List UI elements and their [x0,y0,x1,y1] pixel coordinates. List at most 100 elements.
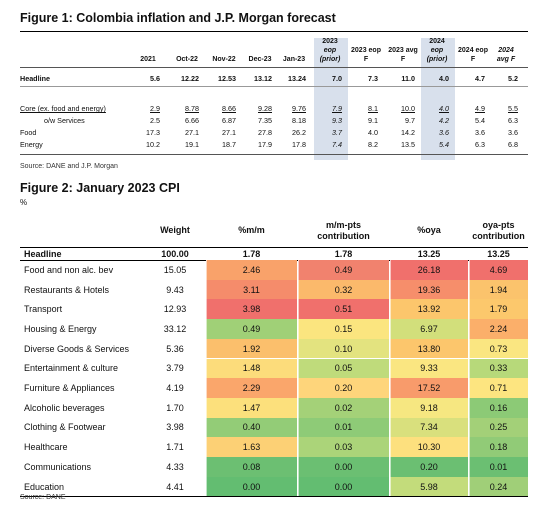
heatmap-cell: 0.03 [298,437,389,457]
table-row: Healthcare 1.71 1.63 0.03 10.30 0.18 [20,437,528,457]
table-cell: 6.87 [222,116,236,125]
table-cell: 7.35 [258,116,272,125]
column-header-line: 2023 [322,38,338,45]
table-cell: 5.6 [150,74,160,83]
table-row: Entertainment & culture 3.79 1.48 0.05 9.33 0… [20,358,528,379]
table-cell: 7.3 [368,74,378,83]
heatmap-cell: 1.63 [206,437,297,457]
column-header-line: contribution [472,231,525,241]
heatmap-cell: 10.30 [390,437,468,457]
table-cell: 8.1 [368,104,378,113]
table-row: Communications 4.33 0.08 0.00 0.20 0.01 [20,457,528,477]
heatmap-cell: 1.78 [298,248,389,260]
column-header-line: 2023 eop [351,47,381,54]
table-cell: 8.18 [292,116,306,125]
column-header: 2023 avg F [385,46,421,64]
heatmap-cell: 13.92 [390,299,468,320]
column-header: 2023 eop (prior) [312,37,348,64]
heatmap-cell: 0.00 [206,476,297,497]
weight-cell: 3.79 [166,363,184,374]
bottom-rule [20,496,528,498]
heatmap-cell: 3.11 [206,279,297,300]
table-cell: 13.12 [254,74,272,83]
table-cell: 12.53 [218,74,236,83]
table-cell: 13.5 [401,140,415,149]
row-label: Restaurants & Hotels [24,284,110,295]
column-header: oya-pts contribution [469,220,528,242]
heatmap-cell: 13.25 [469,248,528,260]
table-cell: 7.0 [332,74,342,83]
column-separator [390,248,391,497]
table-cell: 4.2 [439,116,449,125]
column-header-line: Weight [160,225,190,235]
heatmap-cell: 9.33 [390,358,468,379]
header-rule [20,67,528,68]
column-header-line: m/m-pts [325,220,361,230]
row-label: Food [20,128,37,137]
column-header-line: eop [323,47,337,54]
headline-rule [20,86,528,87]
weight-cell: 1.70 [166,402,184,413]
row-label: Furniture & Appliances [24,383,115,394]
heatmap-cell: 13.80 [390,338,468,359]
table-row: Food and non alc. bev 15.05 2.46 0.49 26.18 4… [20,260,528,280]
table-cell: 4.0 [368,128,378,137]
column-header: Dec-23 [242,55,278,64]
weight-cell: 1.71 [166,442,184,453]
table-cell: 17.3 [146,128,160,137]
table-row: Education 4.41 0.00 0.00 5.98 0.24 [20,476,528,497]
column-header-line: (prior) [319,56,341,63]
heatmap-cell: 2.29 [206,378,297,398]
column-header-line: Oct-22 [176,56,198,63]
heatmap-cell: 0.49 [298,260,389,280]
row-label: Energy [20,140,43,149]
table-row: Housing & Energy 33.12 0.49 0.15 6.97 2.24 [20,319,528,339]
column-header-line: F [363,56,369,63]
heatmap-cell: 0.08 [206,457,297,477]
column-header: %m/m [206,225,297,236]
weight-cell: 4.33 [166,461,184,472]
heatmap-cell: 0.33 [469,358,528,379]
table-cell: 4.7 [475,74,485,83]
heatmap-cell: 2.24 [469,319,528,339]
table-row: Clothing & Footwear 3.98 0.40 0.01 7.34 0.25 [20,417,528,438]
heatmap-cell: 1.79 [469,299,528,320]
table-cell: 18.7 [222,140,236,149]
table-cell: 5.4 [439,140,449,149]
column-header: Oct-22 [169,55,205,64]
column-header-line: 2024 [498,47,514,54]
table-cell: 17.8 [292,140,306,149]
weight-cell: 3.98 [166,422,184,433]
column-header-line: F [470,56,476,63]
row-label: Diverse Goods & Services [24,343,130,354]
row-label: Clothing & Footwear [24,422,106,433]
heatmap-cell: 0.16 [469,397,528,418]
heatmap-cell: 0.49 [206,319,297,339]
table-cell: 6.3 [475,140,485,149]
column-header-line: (prior) [426,56,448,63]
column-header: 2024 eop F [455,46,491,64]
column-header: Nov-22 [206,55,242,64]
figure-1-title: Figure 1: Colombia inflation and J.P. Mo… [20,11,336,25]
heatmap-cell: 0.01 [298,417,389,438]
column-separator [298,248,299,497]
heatmap-cell: 0.25 [469,417,528,438]
heatmap-cell: 0.10 [298,338,389,359]
row-label: Core (ex. food and energy) [20,104,106,113]
column-header: 2024 eop (prior) [419,37,455,64]
heatmap-cell: 13.25 [390,248,468,260]
table-cell: 11.0 [401,74,415,83]
bottom-rule [20,154,528,155]
table-cell: 19.1 [185,140,199,149]
table-cell: 2.5 [150,116,160,125]
table-cell: 3.6 [475,128,485,137]
table-cell: 26.2 [292,128,306,137]
figure-1-source: Source: DANE and J.P. Morgan [20,163,118,170]
heatmap-cell: 1.48 [206,358,297,379]
table-row: Furniture & Appliances 4.19 2.29 0.20 17.52 0… [20,378,528,398]
row-label: Headline [24,249,62,259]
heatmap-cell: 26.18 [390,260,468,280]
row-label: Food and non alc. bev [24,264,114,275]
column-header-line: F [400,56,406,63]
table-row: Restaurants & Hotels 9.43 3.11 0.32 19.36 1.9… [20,279,528,300]
